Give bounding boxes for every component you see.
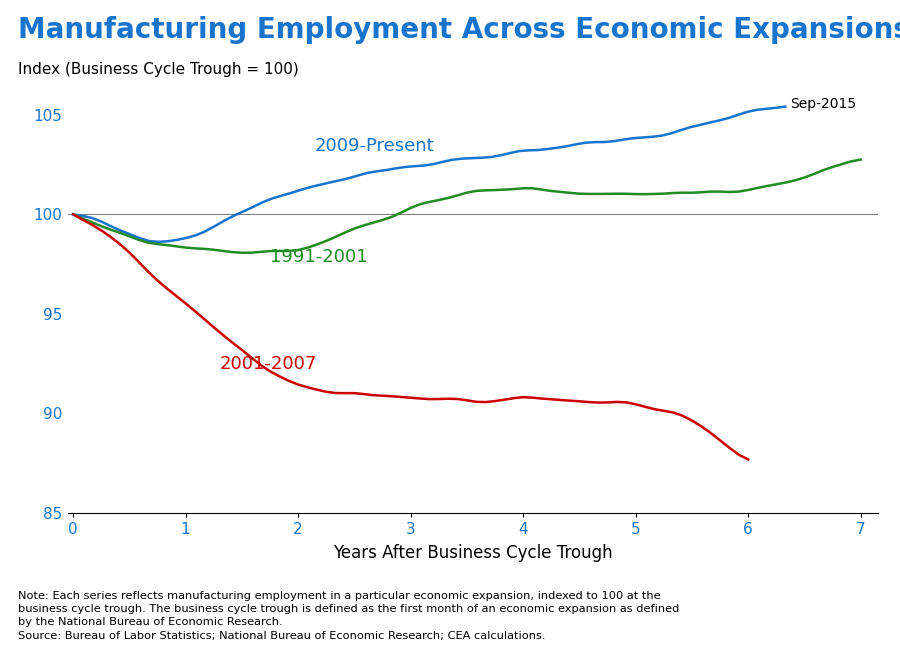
Text: 2001-2007: 2001-2007 [220, 355, 317, 374]
Text: 2009-Present: 2009-Present [315, 136, 435, 155]
Text: 1991-2001: 1991-2001 [270, 248, 367, 266]
Text: Note: Each series reflects manufacturing employment in a particular economic exp: Note: Each series reflects manufacturing… [18, 591, 680, 641]
Text: Index (Business Cycle Trough = 100): Index (Business Cycle Trough = 100) [18, 62, 299, 77]
Text: Manufacturing Employment Across Economic Expansions: Manufacturing Employment Across Economic… [18, 16, 900, 44]
Text: Sep-2015: Sep-2015 [790, 97, 856, 111]
X-axis label: Years After Business Cycle Trough: Years After Business Cycle Trough [333, 543, 612, 562]
